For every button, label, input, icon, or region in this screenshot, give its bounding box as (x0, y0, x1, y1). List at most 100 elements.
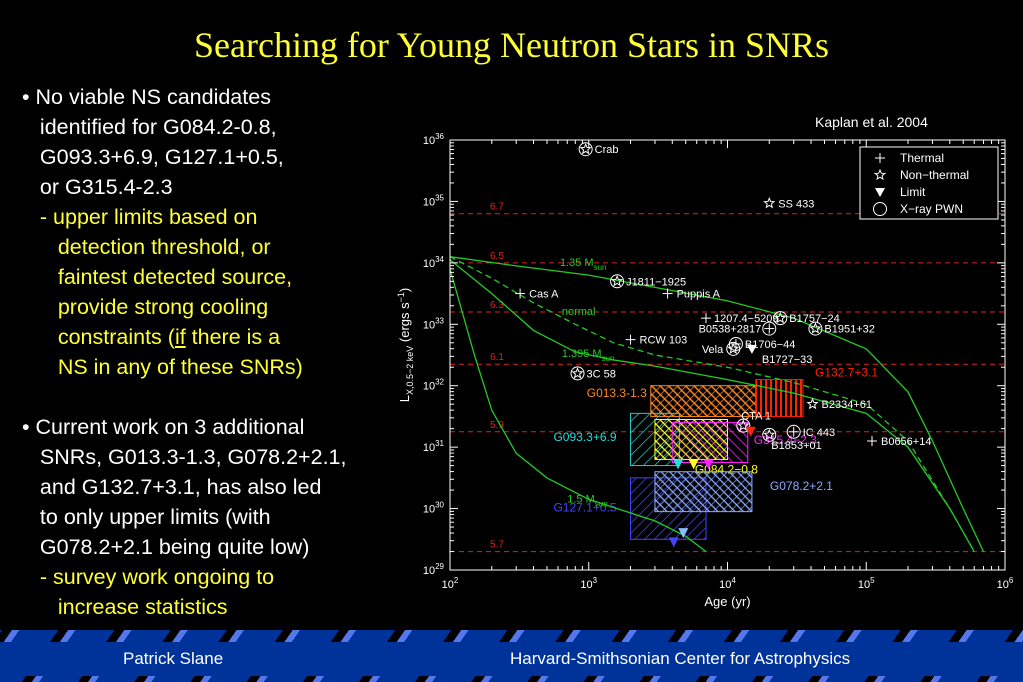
circle-marker (610, 274, 625, 289)
region-label: G127.1+0.5 (553, 501, 616, 515)
region-label: G315.4−2.3 (754, 433, 817, 447)
upper-limit-marker (673, 459, 684, 470)
bullet-1-sub-line: NS in any of these SNRs) (22, 355, 303, 379)
star-marker (763, 428, 776, 440)
bullet-1-sub-line: faintest detected source, (22, 265, 293, 289)
source-label: B0538+2817 (699, 324, 762, 336)
source-label: 3C 58 (587, 368, 616, 380)
curve-label: 1.5 Msun (567, 493, 607, 508)
source-label: IC 443 (803, 427, 835, 439)
x-axis-label: Age (yr) (704, 594, 750, 609)
x-tick-label: 104 (719, 576, 736, 591)
y-tick-label: 1032 (423, 378, 445, 393)
temperature-label: 5.7 (490, 540, 504, 551)
bullet-1-sub-line: provide strong cooling (22, 295, 269, 319)
footer-band (0, 642, 1023, 676)
legend-label: Thermal (900, 151, 944, 165)
source-label: B1853+01 (771, 440, 821, 452)
bullet-2-line: • Current work on 3 additional (22, 415, 305, 439)
legend-label: Limit (900, 185, 926, 199)
curve-label: 1.395 Msun (562, 348, 615, 363)
cooling-curve (449, 259, 975, 552)
star-marker (727, 342, 740, 354)
source-label: B1757−24 (789, 313, 839, 325)
source-label: RCW 103 (640, 335, 688, 347)
upper-limit-marker (703, 459, 714, 470)
region-label: G078.2+2.1 (770, 479, 833, 493)
y-tick-label: 1031 (423, 439, 445, 454)
source-label: Crab (595, 144, 619, 156)
y-tick-label: 1033 (423, 316, 445, 331)
temperature-label: 5.9 (490, 420, 504, 431)
bullet-2-sub-line: increase statistics (22, 595, 228, 619)
star-marker (579, 142, 592, 155)
curve-label: normal (562, 306, 596, 318)
temperature-label: 6.5 (490, 251, 504, 262)
x-tick-label: 105 (858, 576, 875, 591)
upper-limit-marker (745, 426, 756, 437)
y-tick-label: 1035 (423, 193, 445, 208)
bullet-2-line: SNRs, G013.3-1.3, G078.2+2.1, (22, 445, 347, 469)
source-label: 1207.4−5209 (714, 313, 779, 325)
legend-box (859, 146, 999, 220)
circle-marker (726, 341, 741, 356)
region-g078-2-2-1 (654, 471, 753, 513)
region-g132-7-3-1 (755, 379, 804, 417)
footer-institution: Harvard-Smithsonian Center for Astrophys… (510, 649, 851, 668)
circle-marker (578, 142, 593, 157)
source-label: B2334+61 (822, 399, 872, 411)
curve-label: 1.35 Msun (560, 257, 607, 272)
citation-credit: Kaplan et al. 2004 (815, 114, 928, 130)
region-g013-3-1-3 (650, 385, 757, 417)
bullet-list: • No viable NS candidates identified for… (22, 82, 422, 622)
source-label: Vela (702, 344, 724, 356)
temperature-label: 6.7 (490, 202, 504, 213)
y-tick-label: 1030 (423, 501, 445, 516)
bullet-2-sub-line: - survey work ongoing to (22, 565, 275, 589)
bullet-1-sub-line-if: constraints (if there is a (22, 322, 422, 352)
bullet-1-line: or G315.4-2.3 (22, 175, 173, 199)
footer-presenter: Patrick Slane (123, 649, 224, 668)
region-label: G013.3-1.3 (587, 386, 647, 400)
source-label: SS 433 (778, 198, 814, 210)
source-label: CTA 1 (741, 411, 771, 423)
x-tick-label: 102 (442, 576, 459, 591)
circle-marker (873, 202, 887, 216)
source-label: B1951+32 (824, 324, 874, 336)
source-label: B1706−44 (745, 339, 795, 351)
star-marker (806, 397, 819, 410)
bullet-1-sub-line: detection threshold, or (22, 235, 271, 259)
constraints-text: constraints ( (22, 325, 175, 349)
bullet-2-line: to only upper limits (with (22, 505, 271, 529)
region-g315-4-2-3 (671, 422, 749, 464)
bullet-2-line: G078.2+2.1 being quite low) (22, 535, 310, 559)
legend-label: X−ray PWN (900, 202, 963, 216)
star-marker (873, 168, 887, 181)
x-tick-label: 103 (580, 576, 597, 591)
cooling-curve-chart: 6.7 6.5 6.3 6.1 5.9 5.7 G013.3-1.3 G132.7+3.1 G… (396, 132, 1014, 609)
star-marker (571, 367, 584, 379)
star-marker (809, 322, 822, 334)
circle-marker (762, 321, 777, 336)
temperature-label: 6.3 (490, 300, 504, 311)
upper-limit-marker (668, 537, 679, 548)
cooling-curve (449, 256, 985, 552)
y-tick-label: 1029 (423, 562, 445, 577)
bullet-1-sub-line: - upper limits based on (22, 205, 258, 229)
star-marker (763, 196, 776, 209)
bullet-1: • No viable NS candidates identified for… (22, 82, 422, 382)
bullet-2-line: and G132.7+3.1, has also led (22, 475, 322, 499)
circle-marker (773, 311, 788, 326)
circle-marker (786, 424, 801, 439)
bullet-1-line: identified for G084.2-0.8, (22, 115, 277, 139)
upper-limit-marker (688, 459, 699, 470)
x-tick-label: 106 (997, 576, 1014, 591)
y-axis-label: LX,0.5−2 keV (ergs s−1) (396, 288, 415, 402)
cooling-curve (449, 256, 975, 552)
circle-marker (808, 321, 823, 336)
upper-limit-marker (678, 528, 689, 539)
star-marker (611, 274, 624, 287)
there-is-text: there is a (185, 325, 281, 349)
temperature-label: 6.1 (490, 352, 504, 363)
source-label: J1811−1925 (626, 276, 686, 288)
